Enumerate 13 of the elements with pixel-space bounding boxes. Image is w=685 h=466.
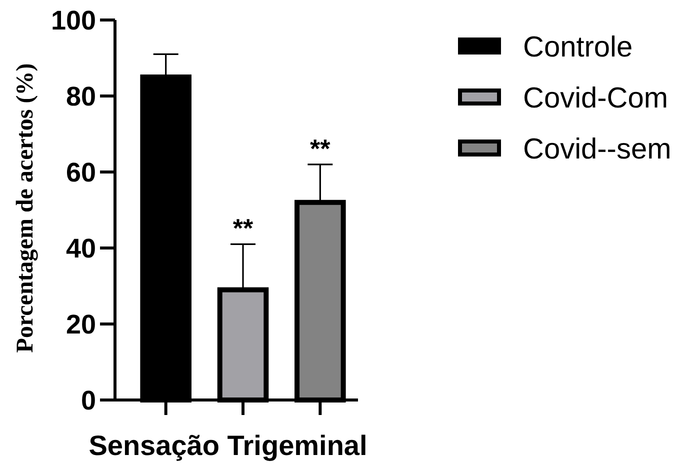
y-tick-label: 20 [66, 310, 96, 340]
legend-label: Covid-Com [523, 82, 668, 114]
y-tick-label: 80 [66, 82, 96, 112]
x-axis-title: Sensação Trigeminal [88, 430, 368, 461]
y-tick-label: 0 [80, 386, 96, 416]
y-axis-title: Porcentagem de acertos (%) [12, 63, 38, 353]
y-tick-label: 60 [66, 158, 96, 188]
y-tick-label: 100 [50, 6, 96, 36]
y-tick-label: 40 [66, 234, 96, 264]
data-label: ** [232, 213, 254, 244]
data-label: ** [310, 133, 332, 164]
legend-label: Covid--sem [523, 133, 672, 166]
legend-label: Controle [523, 31, 633, 64]
